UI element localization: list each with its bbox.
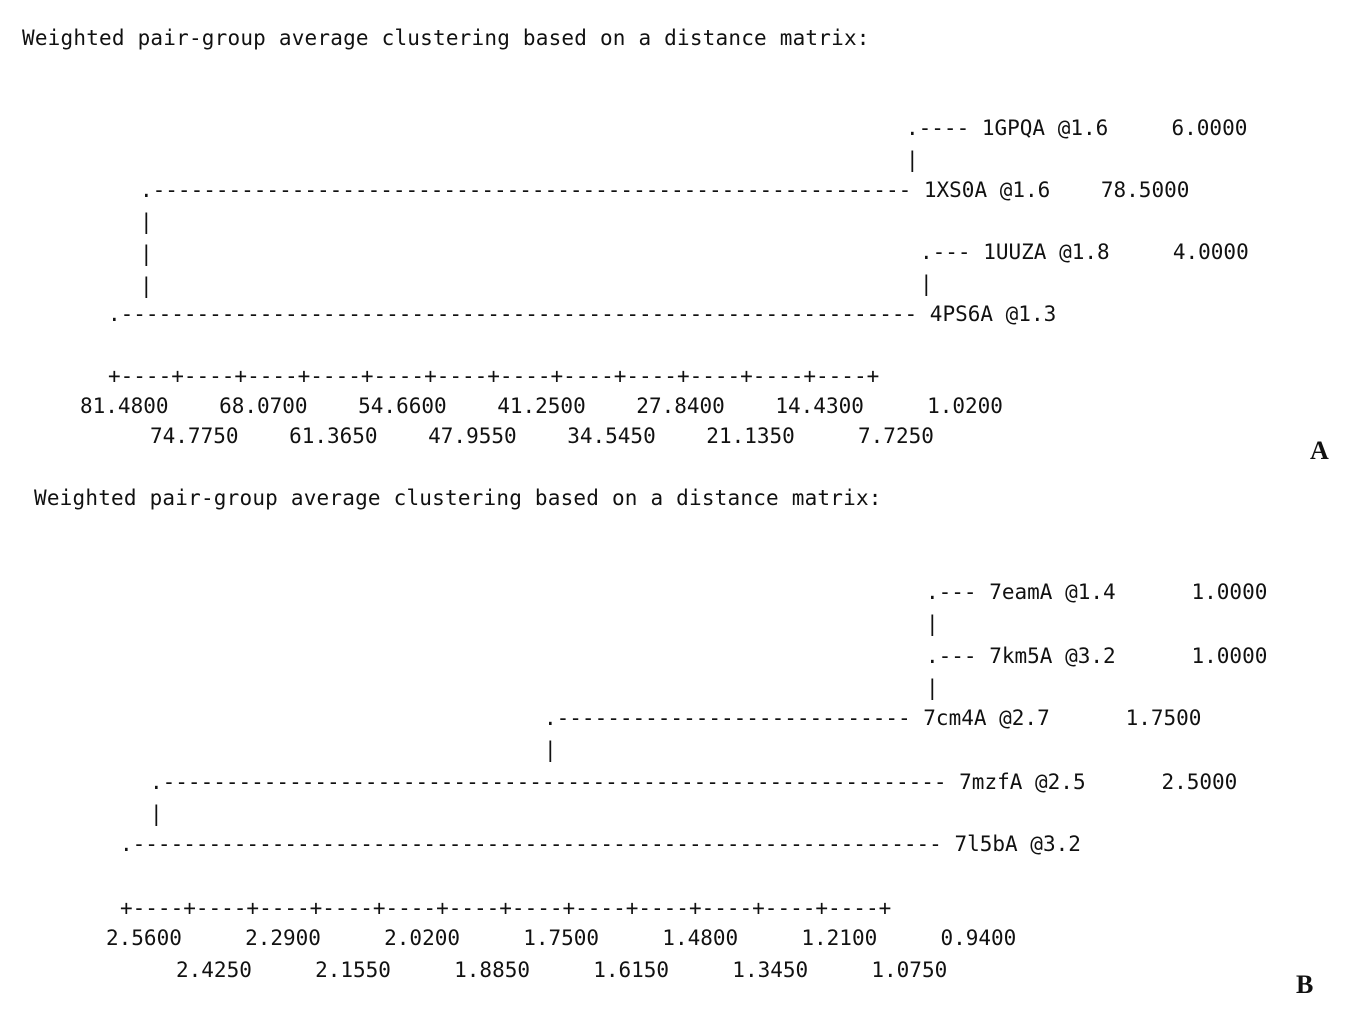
dendrogram-connector: | (926, 612, 939, 636)
scale-labels-top: 2.5600 2.2900 2.0200 1.7500 1.4800 1.210… (106, 926, 1017, 950)
scale-ruler: +----+----+----+----+----+----+----+----… (120, 896, 892, 920)
dendrogram-row: .---------------------------------------… (120, 832, 1081, 856)
dendrogram-connector: | (920, 272, 933, 296)
scale-labels-bottom: 2.4250 2.1550 1.8850 1.6150 1.3450 1.075… (176, 958, 948, 982)
dendrogram-row: .--- 7km5A @3.2 1.0000 (926, 644, 1268, 668)
dendrogram-row: .---------------------------------------… (108, 302, 1057, 326)
dendrogram-connector: | (906, 148, 919, 172)
panel-letter: A (1310, 436, 1329, 465)
panel-heading: Weighted pair-group average clustering b… (22, 26, 870, 50)
dendrogram-row: .---- 1GPQA @1.6 6.0000 (906, 116, 1248, 140)
dendrogram-row: .---------------------------------------… (140, 178, 1190, 202)
panel-b: Weighted pair-group average clustering b… (0, 470, 1359, 1010)
dendrogram-connector: | (926, 676, 939, 700)
dendrogram-connector: | (544, 738, 557, 762)
dendrogram-connector: | (140, 242, 153, 266)
dendrogram-connector: | (140, 274, 153, 298)
scale-ruler: +----+----+----+----+----+----+----+----… (108, 364, 880, 388)
dendrogram-row: .---------------------------------------… (150, 770, 1238, 794)
panel-letter: B (1296, 970, 1314, 999)
dendrogram-row: .--- 1UUZA @1.8 4.0000 (920, 240, 1249, 264)
dendrogram-row: .---------------------------- 7cm4A @2.7… (544, 706, 1202, 730)
dendrogram-connector: | (140, 210, 153, 234)
panel-heading: Weighted pair-group average clustering b… (34, 486, 882, 510)
scale-labels-bottom: 74.7750 61.3650 47.9550 34.5450 21.1350 … (150, 424, 934, 448)
dendrogram-connector: | (150, 802, 163, 826)
dendrogram-row: .--- 7eamA @1.4 1.0000 (926, 580, 1268, 604)
scale-labels-top: 81.4800 68.0700 54.6600 41.2500 27.8400 … (80, 394, 1003, 418)
panel-a: Weighted pair-group average clustering b… (0, 0, 1359, 470)
